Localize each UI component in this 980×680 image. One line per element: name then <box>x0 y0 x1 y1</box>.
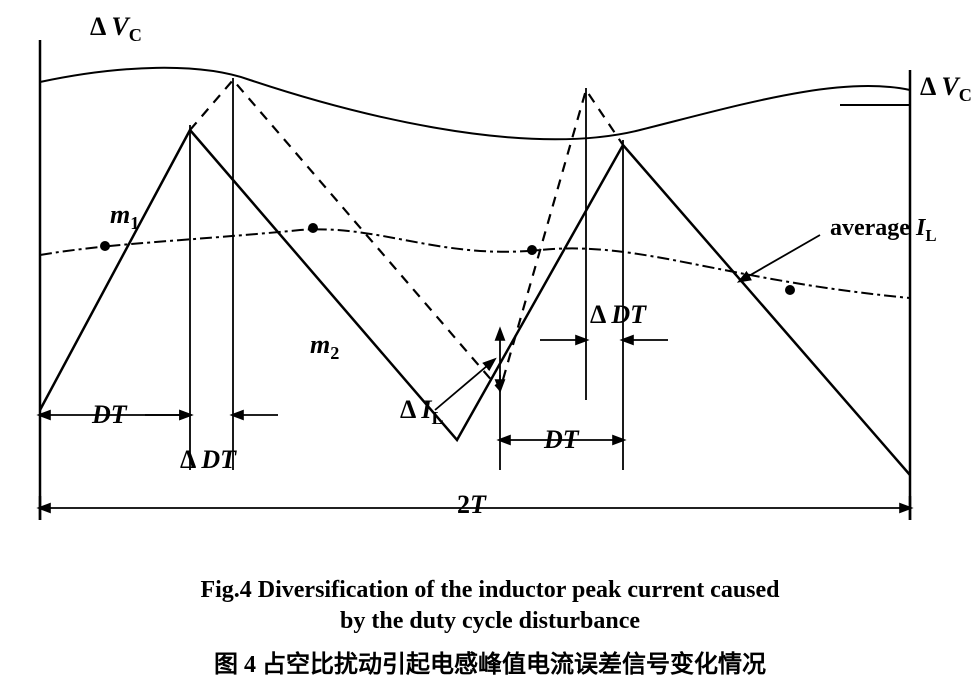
label-2T: 2T <box>457 490 486 520</box>
caption-english: Fig.4 Diversification of the inductor pe… <box>0 575 980 637</box>
label-dIL: Δ IL <box>400 395 444 429</box>
label-m1: m1 <box>110 200 139 234</box>
figure-container: Δ VC Δ VC average IL m1 m2 DT Δ DT Δ IL … <box>0 0 980 680</box>
caption-chinese: 图 4 占空比扰动引起电感峰值电流误差信号变化情况 <box>0 644 980 679</box>
label-DT1: DT <box>92 400 127 430</box>
label-dDT1: Δ DT <box>180 445 236 475</box>
label-avgIL: average IL <box>830 215 937 246</box>
label-dVc-right: Δ VC <box>920 72 972 106</box>
label-dVc-top: Δ VC <box>90 12 142 46</box>
label-m2: m2 <box>310 330 339 364</box>
label-dDT2: Δ DT <box>590 300 646 330</box>
caption-en-line1: Fig.4 Diversification of the inductor pe… <box>200 577 779 603</box>
label-DT2: DT <box>544 425 579 455</box>
caption-en-line2: by the duty cycle disturbance <box>340 608 640 634</box>
